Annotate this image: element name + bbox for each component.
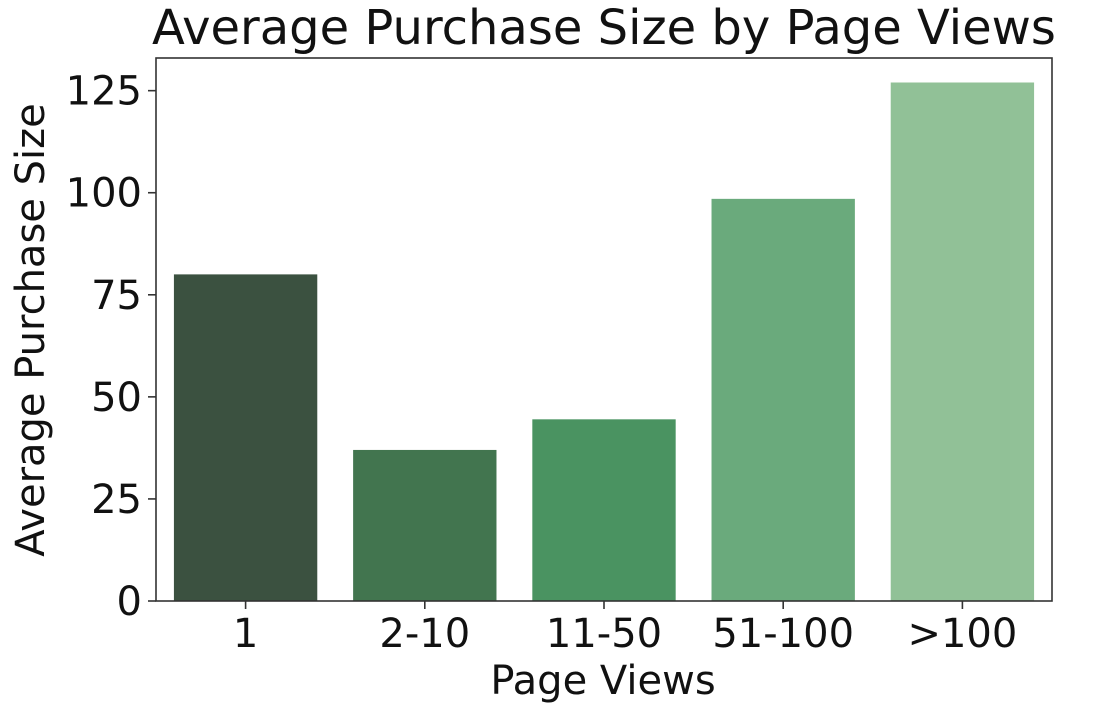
- y-tick-label-3: 75: [91, 273, 142, 319]
- x-tick-label-4: >100: [907, 611, 1017, 657]
- bar-4: [890, 82, 1035, 602]
- bar-0: [173, 274, 318, 601]
- y-tick-label-1: 25: [91, 477, 142, 523]
- y-tick-label-5: 125: [66, 69, 142, 115]
- ticks-layer: 1 2-10 11-50 51-100 >100 0 25 50 75 100 125: [66, 69, 1018, 657]
- chart-title: Average Purchase Size by Page Views: [152, 0, 1056, 56]
- x-axis-label: Page Views: [490, 658, 715, 704]
- bar-1: [353, 449, 497, 601]
- bars-layer: [173, 82, 1035, 602]
- x-tick-label-1: 2-10: [379, 611, 470, 657]
- x-tick-label-3: 51-100: [712, 611, 854, 657]
- y-tick-label-2: 50: [91, 375, 142, 421]
- y-tick-label-4: 100: [66, 171, 142, 217]
- y-tick-label-0: 0: [117, 579, 142, 625]
- bar-3: [711, 198, 855, 601]
- x-tick-label-0: 1: [233, 611, 258, 657]
- y-axis-label: Average Purchase Size: [8, 103, 54, 556]
- bar-2: [532, 419, 676, 601]
- x-tick-label-2: 11-50: [546, 611, 662, 657]
- plot-frame: [155, 57, 1053, 602]
